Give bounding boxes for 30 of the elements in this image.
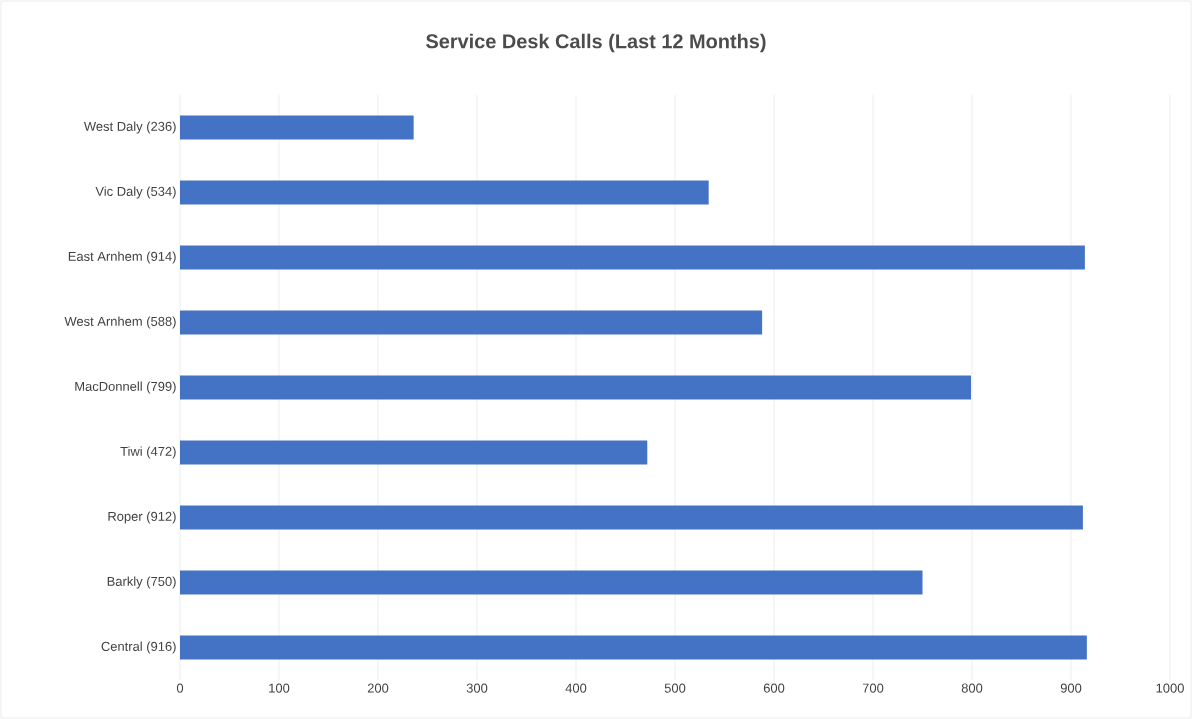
y-tick-label: East Arnhem (914) xyxy=(68,251,176,264)
x-tick-label: 0 xyxy=(176,683,184,693)
bar xyxy=(180,310,763,335)
y-tick-label: Vic Daly (534) xyxy=(95,186,176,199)
x-tick-label: 900 xyxy=(1060,683,1082,693)
bar xyxy=(180,245,1085,270)
x-tick-label: 400 xyxy=(565,683,587,693)
bar xyxy=(180,440,648,465)
y-tick-label: West Arnhem (588) xyxy=(64,316,176,329)
x-tick-label: 200 xyxy=(367,683,389,693)
x-tick-label: 1000 xyxy=(1156,683,1184,693)
chart-title: Service Desk Calls (Last 12 Months) xyxy=(426,33,766,53)
y-tick-label: West Daly (236) xyxy=(83,121,176,134)
y-tick-label: Central (916) xyxy=(101,641,176,654)
bar xyxy=(180,180,709,205)
bar xyxy=(180,505,1083,530)
y-tick-label: Tiwi (472) xyxy=(120,446,176,459)
y-tick-label: MacDonnell (799) xyxy=(75,381,176,394)
bar xyxy=(180,375,972,400)
y-tick-label: Barkly (750) xyxy=(107,576,176,589)
x-tick-label: 500 xyxy=(664,683,686,693)
y-tick-label: Roper (912) xyxy=(108,511,176,524)
x-tick-label: 300 xyxy=(466,683,488,693)
x-tick-label: 100 xyxy=(269,683,290,693)
x-tick-label: 800 xyxy=(961,683,983,693)
x-tick-label: 700 xyxy=(862,683,884,693)
bar xyxy=(180,115,414,140)
bar xyxy=(180,570,923,595)
bar xyxy=(180,635,1087,660)
x-tick-label: 600 xyxy=(763,683,785,693)
